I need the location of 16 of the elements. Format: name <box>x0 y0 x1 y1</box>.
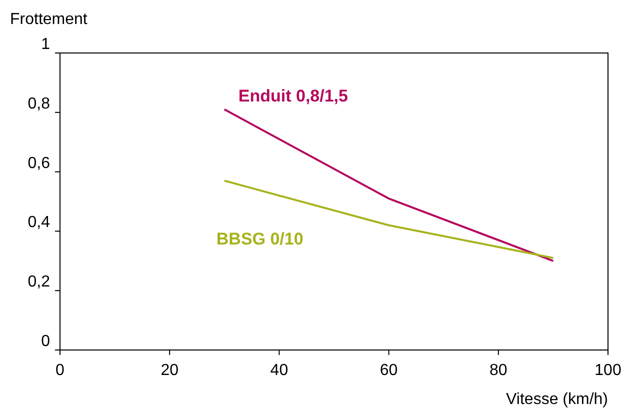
y-tick-label: 0 <box>41 333 50 350</box>
x-axis-title: Vitesse (km/h) <box>506 391 608 408</box>
y-tick-label: 0,6 <box>28 154 50 172</box>
series-label: BBSG 0/10 <box>216 230 304 249</box>
series-label: Enduit 0,8/1,5 <box>238 86 348 106</box>
x-tick-label: 80 <box>490 362 508 379</box>
x-tick-label: 20 <box>160 362 179 379</box>
y-tick-label: 0,2 <box>28 274 50 291</box>
y-tick-label: 1 <box>41 36 50 53</box>
x-tick-label: 100 <box>594 362 622 379</box>
x-tick-label: 60 <box>380 362 398 379</box>
y-tick-label: 0,8 <box>28 95 50 112</box>
x-tick-label: 0 <box>56 362 65 379</box>
y-axis-title: Frottement <box>10 11 88 28</box>
y-tick-label: 0,4 <box>28 214 50 232</box>
x-tick-label: 40 <box>270 362 288 379</box>
